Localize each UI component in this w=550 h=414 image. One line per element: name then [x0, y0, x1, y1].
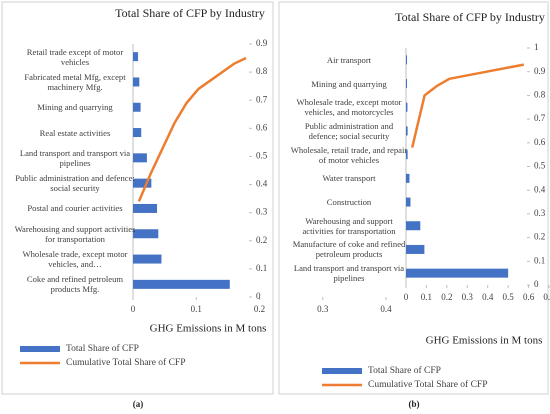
y2-tick-label: 0.4 — [256, 179, 268, 189]
bar — [406, 221, 421, 231]
x-tick-label: 0.2 — [254, 304, 265, 314]
y-tick-label: Warehousing and support activities for t… — [302, 215, 396, 236]
chart-title: Total Share of CFP by Industry — [395, 10, 545, 24]
legend-label: Total Share of CFP — [66, 343, 139, 354]
chart-title: Total Share of CFP by Industry — [115, 6, 265, 20]
x-tick-label: 0.1 — [421, 292, 432, 302]
panel-frame — [1, 1, 274, 395]
panel-frame — [278, 1, 549, 395]
y2-tick-label: 0.4 — [534, 184, 546, 194]
y-tick-label: Coke and refined petroleum products Mfg. — [26, 274, 124, 295]
x-tick-label: 0.2 — [441, 292, 452, 302]
y-tick-label: Manufacture of coke and refined petroleu… — [292, 239, 406, 260]
x-tick-label: 0.3 — [462, 292, 474, 302]
y2-tick-label: 0.8 — [256, 66, 268, 76]
cumulative-line — [137, 56, 247, 202]
y2-tick-label: 0 — [256, 291, 261, 301]
legend-swatch — [20, 346, 60, 352]
y-tick-label: Mining and quarrying — [311, 78, 387, 89]
bar — [133, 178, 152, 188]
x-axis-title: GHG Emissions in M tons — [426, 335, 543, 347]
y-tick-label: Postal and courier activities — [27, 203, 123, 214]
y-tick-label: Warehousing and support activities for t… — [14, 223, 136, 244]
caption: (b) — [409, 399, 420, 409]
bar — [133, 203, 158, 213]
bar — [133, 52, 139, 62]
x-tick-label: 0 — [404, 292, 409, 302]
x-axis-title: GHG Emissions in M tons — [150, 323, 267, 335]
bar — [406, 150, 408, 160]
legend-label: Cumulative Total Share of CFP — [66, 357, 186, 368]
legend-swatch — [322, 368, 362, 374]
y-tick-label: Mining and quarrying — [37, 102, 113, 113]
y2-tick-label: 0.1 — [256, 263, 267, 273]
y2-tick-label: 0.9 — [534, 66, 546, 76]
bar — [406, 55, 408, 65]
legend-label: Total Share of CFP — [368, 365, 441, 376]
y2-tick-label: 0.2 — [256, 235, 267, 245]
y2-tick-label: 0.5 — [256, 151, 268, 161]
caption: (a) — [133, 399, 144, 409]
y-tick-label: Construction — [326, 197, 372, 208]
bar — [406, 197, 411, 207]
y2-tick-label: 0 — [534, 279, 539, 289]
x-tick-label: 0.4 — [380, 304, 392, 314]
y2-tick-label: 0.7 — [256, 94, 268, 104]
bar — [133, 77, 140, 87]
y-tick-label: Land transport and transport via pipelin… — [19, 147, 131, 168]
y-tick-label: Fabricated metal Mfg, except machinery M… — [24, 71, 126, 92]
bar — [133, 279, 230, 289]
y-tick-label: Air transport — [326, 54, 372, 65]
x-tick-label: 0.1 — [191, 304, 202, 314]
y2-tick-label: 0.9 — [256, 38, 268, 48]
y2-tick-label: 0.3 — [534, 208, 546, 218]
y-tick-label: Real estate activities — [39, 127, 111, 138]
y-tick-label: Water transport — [322, 173, 376, 184]
y2-tick-label: 0.5 — [534, 161, 546, 171]
x-tick-label: 0.6 — [523, 292, 535, 302]
legend-label: Cumulative Total Share of CFP — [368, 379, 488, 390]
bar — [406, 126, 408, 136]
bar — [133, 229, 159, 239]
y2-tick-label: 0.7 — [534, 113, 546, 123]
y-tick-label: Wholesale, retail trade, and repair of m… — [290, 144, 408, 165]
y-tick-label: Land transport and transport via pipelin… — [293, 263, 405, 284]
bar — [406, 244, 425, 254]
y2-tick-label: 0.3 — [256, 207, 268, 217]
bar — [133, 153, 147, 163]
bar — [133, 128, 142, 138]
y2-tick-label: 0.2 — [534, 232, 545, 242]
y-tick-label: Retail trade except of motor vehicles — [26, 46, 124, 67]
y2-tick-label: 1 — [534, 42, 539, 52]
bar — [133, 254, 162, 264]
y-tick-label: Public administration and defence; socia… — [304, 120, 394, 141]
x-tick-label: 0.3 — [317, 304, 329, 314]
x-tick-label: 0 — [131, 304, 136, 314]
x-tick-label: 0.5 — [503, 292, 515, 302]
bar — [406, 102, 408, 112]
y2-tick-label: 0.8 — [534, 89, 546, 99]
bar — [406, 173, 410, 183]
bar — [406, 268, 509, 278]
y-tick-label: Wholesale trade, except motor vehicles, … — [296, 97, 402, 118]
y2-tick-label: 0.1 — [534, 255, 545, 265]
y2-tick-label: 0.6 — [534, 137, 546, 147]
bar — [406, 79, 408, 89]
x-tick-label: 0.4 — [482, 292, 494, 302]
y2-tick-label: 0.6 — [256, 122, 268, 132]
y-tick-label: Wholesale trade, except motor vehicles, … — [22, 249, 128, 270]
y-tick-label: Public administration and defence: socia… — [15, 173, 135, 194]
x-tick-label: 0.7 — [543, 292, 550, 302]
cumulative-line — [410, 63, 525, 148]
bar — [133, 102, 141, 112]
